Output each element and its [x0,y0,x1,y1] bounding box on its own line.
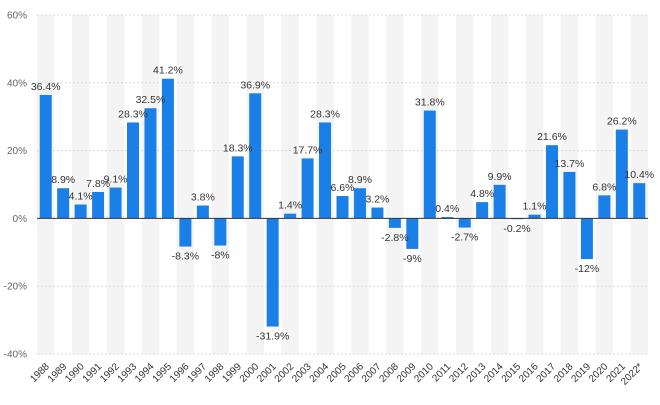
y-tick-label: 40% [7,78,27,89]
data-label: 6.6% [331,182,355,194]
bar[interactable] [353,188,366,219]
data-label: 0.4% [435,203,459,215]
y-tick-label: 0% [13,214,28,225]
category-band [106,15,125,354]
data-label: 18.3% [223,142,253,154]
data-label: -2.8% [381,232,408,244]
category-band [525,15,544,354]
data-label: 7.8% [86,178,110,190]
category-band [176,15,195,354]
data-label: -9% [403,253,422,265]
bar[interactable] [493,184,506,219]
bar[interactable] [109,187,122,219]
bar[interactable] [545,145,558,219]
category-band [595,15,614,354]
bar[interactable] [406,218,419,249]
bar[interactable] [615,129,628,219]
data-label: 17.7% [293,144,323,156]
bar[interactable] [441,217,454,219]
bars [39,78,646,327]
data-label: -8% [211,250,230,262]
y-tick-label: 60% [7,11,27,22]
data-label: 1.4% [278,200,302,212]
data-label: -12% [575,263,600,275]
data-label: 13.7% [555,158,585,170]
bar[interactable] [633,183,646,219]
data-label: 8.9% [348,174,372,186]
bar[interactable] [214,218,227,246]
data-label: 10.4% [624,169,654,181]
bar[interactable] [388,218,401,228]
bar[interactable] [476,202,489,219]
bar[interactable] [196,205,209,219]
bar[interactable] [284,213,297,219]
y-tick-label: -20% [4,282,27,293]
bar[interactable] [423,110,436,219]
bar[interactable] [528,214,541,219]
bar[interactable] [458,218,471,228]
bar[interactable] [598,195,611,219]
data-label: 8.9% [51,174,75,186]
x-axis-ticks: 1988198919901991199219931994199519961997… [28,361,645,388]
bar[interactable] [231,156,244,219]
data-label: 3.2% [365,194,389,206]
category-band [386,15,404,354]
category-band [455,15,474,354]
category-band [211,15,230,354]
category-band [281,15,299,354]
data-label: 1.1% [523,201,547,213]
bar[interactable] [127,122,140,219]
bar[interactable] [74,204,87,219]
bar[interactable] [266,218,279,327]
data-label: 6.8% [592,181,616,193]
bar[interactable] [57,188,70,219]
bar[interactable] [563,171,576,219]
bar[interactable] [179,218,192,247]
bar[interactable] [371,207,384,219]
bar[interactable] [580,218,593,260]
data-label: 28.3% [118,108,148,120]
data-label: 21.6% [537,131,567,143]
data-label: 28.3% [310,108,340,120]
data-label: 36.4% [31,81,61,93]
data-label: 31.8% [415,97,445,109]
category-band [490,15,509,354]
data-label: 41.2% [153,65,183,77]
bar[interactable] [249,93,262,219]
data-labels: 36.4% 8.9% 4.1%7.8%9.1% 28.3% 32.5% 41.2% -8.3… [31,65,654,343]
data-label: 4.1% [69,191,93,203]
data-label: 3.8% [191,192,215,204]
category-band [351,15,369,354]
data-label: 26.2% [607,116,637,128]
y-tick-label: -40% [4,350,27,361]
data-label: 9.1% [104,174,128,186]
bar[interactable] [161,78,174,219]
bar[interactable] [92,191,105,219]
data-label: 9.9% [488,171,512,183]
data-label: -31.9% [256,331,289,343]
data-label: -0.2% [503,223,530,235]
bar[interactable] [144,108,157,219]
bar[interactable] [336,196,349,219]
y-axis-ticks: 60% 40% 20% 0% -20% -40% [4,11,27,361]
category-band [71,15,90,354]
data-label: -2.7% [451,232,478,244]
data-label: -8.3% [172,251,199,263]
y-tick-label: 20% [7,146,27,157]
data-label: 4.8% [470,188,494,200]
bar[interactable] [301,158,314,219]
data-label: 36.9% [240,79,270,91]
bar[interactable] [39,95,52,219]
bar[interactable] [319,122,332,219]
data-label: 32.5% [136,94,166,106]
